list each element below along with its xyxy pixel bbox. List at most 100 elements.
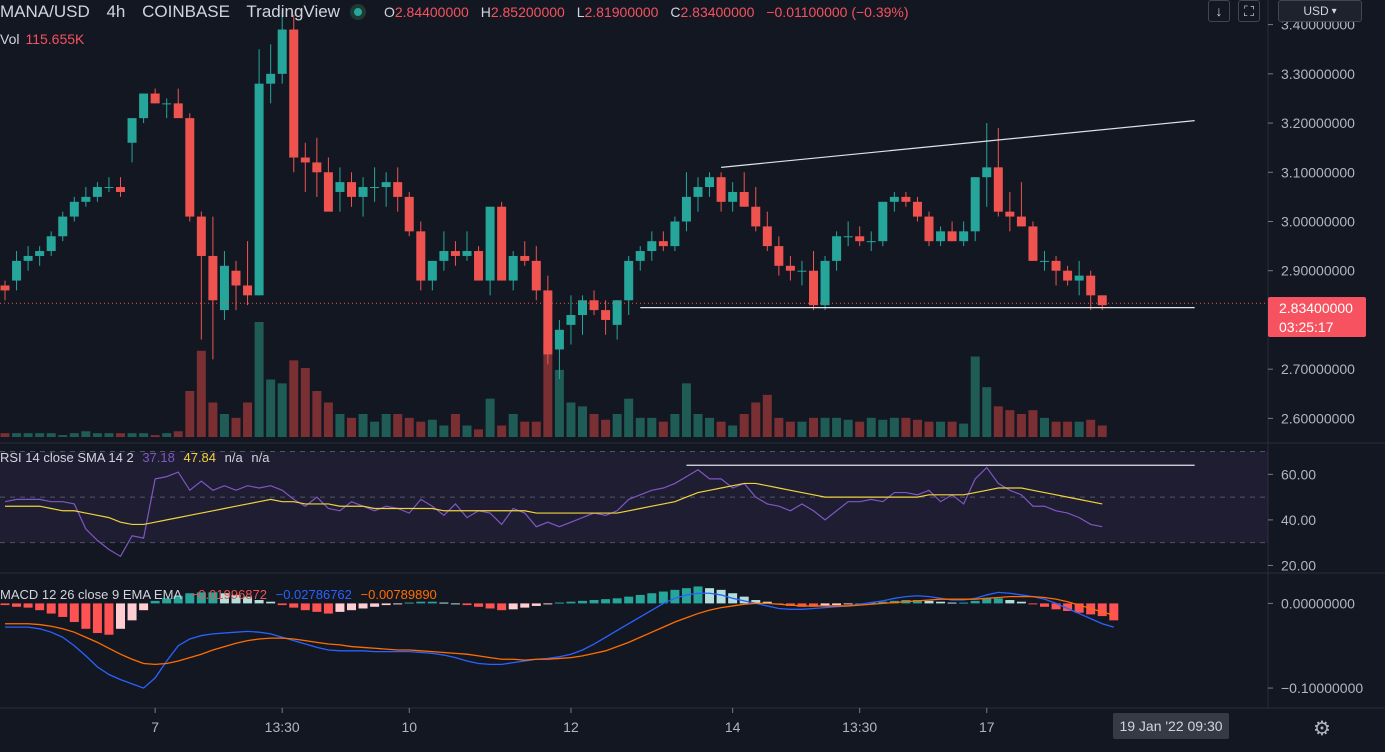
- volume-bar: [439, 425, 449, 437]
- candle-body: [924, 216, 934, 242]
- candle-body: [474, 251, 484, 281]
- volume-bar: [231, 417, 241, 437]
- candle-body: [820, 260, 830, 306]
- macd-signal-value: −0.00789890: [360, 587, 437, 602]
- macd-histogram-bar: [427, 601, 437, 604]
- volume-bar: [266, 379, 276, 437]
- macd-histogram-bar: [1063, 603, 1073, 612]
- candle-body: [912, 201, 922, 217]
- macd-histogram-bar: [81, 603, 91, 629]
- fullscreen-button[interactable]: ⛶: [1238, 0, 1260, 22]
- macd-histogram-bar: [1074, 603, 1084, 613]
- volume-bar: [762, 394, 772, 437]
- volume-bar: [139, 433, 149, 437]
- macd-histogram-bar: [381, 603, 391, 606]
- volume-bar: [196, 350, 206, 437]
- volume-bar: [162, 433, 172, 437]
- macd-histogram-bar: [1005, 600, 1015, 604]
- macd-histogram-bar: [312, 603, 322, 612]
- candle-body: [647, 241, 657, 252]
- volume-bar: [0, 433, 10, 437]
- candle-body: [58, 216, 68, 237]
- macd-histogram-bar: [1097, 603, 1107, 617]
- low-value: 2.81900000: [584, 4, 659, 20]
- macd-histogram-bar: [1051, 603, 1061, 610]
- price-tick-label: 2.60000000: [1281, 410, 1355, 426]
- macd-histogram-bar: [358, 603, 368, 609]
- macd-histogram-bar: [277, 603, 287, 606]
- volume-bar: [670, 414, 680, 437]
- source: TradingView: [246, 2, 340, 21]
- volume-bar: [219, 414, 229, 437]
- macd-histogram-bar: [196, 592, 206, 604]
- download-button[interactable]: ↓: [1208, 0, 1230, 22]
- candle-body: [843, 236, 853, 238]
- interval: 4h: [106, 2, 126, 21]
- candle-body: [347, 182, 356, 197]
- candle-body: [520, 255, 530, 261]
- volume-bar: [832, 417, 842, 437]
- volume-bar: [347, 417, 356, 437]
- macd-label: MACD 12 26 close 9 EMA EMA: [0, 587, 183, 602]
- candle-body: [1005, 211, 1015, 217]
- volume-bar: [531, 421, 541, 437]
- macd-histogram-bar: [450, 603, 460, 605]
- volume-bar: [589, 414, 599, 437]
- candle-body: [728, 191, 738, 202]
- high-value: 2.85200000: [490, 4, 565, 20]
- candle-body: [889, 196, 899, 202]
- volume-bar: [323, 402, 333, 437]
- volume-bar: [1051, 421, 1061, 437]
- volume-bar: [312, 391, 322, 437]
- candle-body: [439, 251, 449, 261]
- macd-histogram-bar: [624, 596, 634, 604]
- download-arrow-icon: ↓: [1215, 3, 1223, 19]
- candle-body: [497, 206, 507, 281]
- rsi-legend[interactable]: RSI 14 close SMA 14 2 37.18 47.84 n/a n/…: [0, 450, 274, 465]
- macd-legend[interactable]: MACD 12 26 close 9 EMA EMA −0.01996872 −…: [0, 587, 442, 602]
- candle-body: [1028, 226, 1038, 261]
- macd-histogram-bar: [832, 603, 842, 606]
- candle-body: [959, 231, 969, 242]
- candle-body: [81, 196, 91, 202]
- candle-body: [936, 231, 946, 242]
- candle-body: [12, 260, 22, 281]
- volume-bar: [416, 421, 426, 437]
- candle-body: [358, 187, 368, 197]
- candle-body: [450, 251, 460, 256]
- candle-body: [751, 206, 761, 227]
- candle-body: [196, 216, 206, 256]
- macd-histogram-bar: [554, 602, 564, 604]
- candle-body: [1074, 275, 1084, 281]
- macd-histogram-bar: [462, 603, 472, 606]
- macd-histogram-bar: [751, 600, 761, 604]
- gear-icon[interactable]: ⚙: [1313, 718, 1331, 740]
- candle-body: [116, 187, 125, 192]
- time-tick-label: 7: [151, 719, 159, 735]
- volume-label: Vol: [0, 31, 20, 47]
- volume-bar: [254, 322, 264, 437]
- macd-histogram-bar: [716, 589, 726, 604]
- rsi-na-1: n/a: [224, 450, 243, 465]
- volume-bar: [866, 417, 876, 437]
- volume-bar: [751, 402, 761, 437]
- candle-body: [739, 191, 749, 207]
- candle-body: [381, 182, 391, 188]
- candle-body: [277, 29, 287, 74]
- macd-histogram-bar: [104, 603, 114, 635]
- candle-body: [1040, 260, 1049, 262]
- candle-body: [1063, 270, 1073, 281]
- macd-histogram-bar: [878, 601, 888, 604]
- volume-bar: [35, 433, 45, 437]
- currency-select[interactable]: USD ▾: [1278, 0, 1362, 22]
- candle-body: [416, 231, 426, 281]
- candle-body: [1051, 260, 1061, 271]
- candle-body: [312, 162, 322, 173]
- open-value: 2.84400000: [394, 4, 469, 20]
- macd-histogram-bar: [173, 595, 183, 604]
- market-status-icon[interactable]: [349, 4, 366, 20]
- symbol-title[interactable]: MANA/USD 4h COINBASE TradingView: [0, 2, 352, 22]
- volume-bar: [277, 383, 287, 437]
